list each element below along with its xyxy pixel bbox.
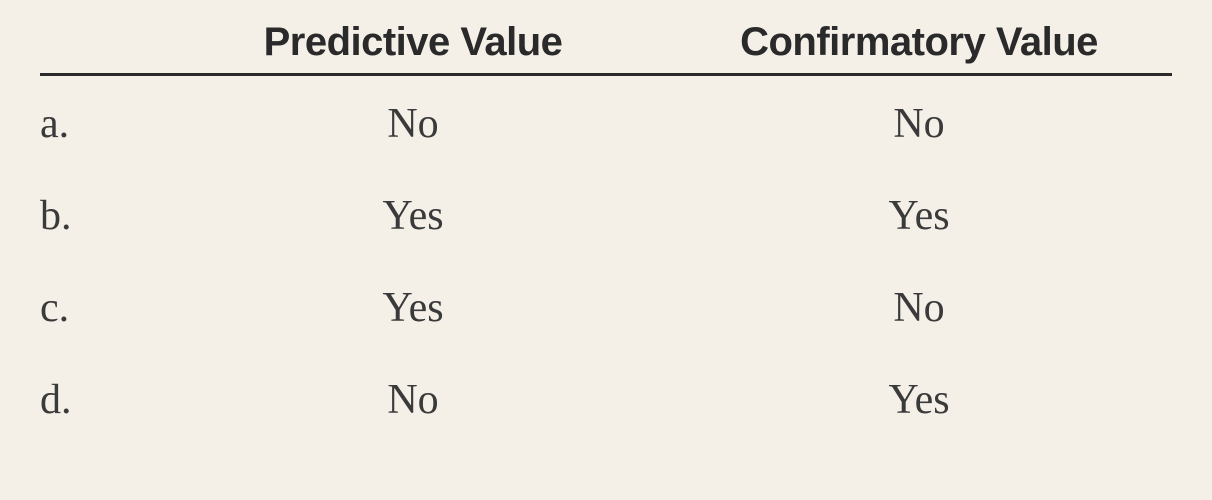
value-table: Predictive Value Confirmatory Value a. N… bbox=[40, 20, 1172, 444]
cell-b-predictive: Yes bbox=[160, 192, 666, 240]
cell-a-predictive: No bbox=[160, 100, 666, 148]
cell-d-predictive: No bbox=[160, 376, 666, 424]
table-row: b. Yes Yes bbox=[40, 168, 1172, 260]
table-header-row: Predictive Value Confirmatory Value bbox=[40, 20, 1172, 76]
column-header-confirmatory: Confirmatory Value bbox=[666, 20, 1172, 65]
cell-c-predictive: Yes bbox=[160, 284, 666, 332]
table-row: c. Yes No bbox=[40, 260, 1172, 352]
row-label-c: c. bbox=[40, 284, 160, 332]
header-spacer bbox=[40, 20, 160, 65]
table-row: d. No Yes bbox=[40, 352, 1172, 444]
cell-b-confirmatory: Yes bbox=[666, 192, 1172, 240]
cell-c-confirmatory: No bbox=[666, 284, 1172, 332]
row-label-d: d. bbox=[40, 376, 160, 424]
cell-a-confirmatory: No bbox=[666, 100, 1172, 148]
row-label-b: b. bbox=[40, 192, 160, 240]
row-label-a: a. bbox=[40, 100, 160, 148]
cell-d-confirmatory: Yes bbox=[666, 376, 1172, 424]
column-header-predictive: Predictive Value bbox=[160, 20, 666, 65]
table-row: a. No No bbox=[40, 76, 1172, 168]
